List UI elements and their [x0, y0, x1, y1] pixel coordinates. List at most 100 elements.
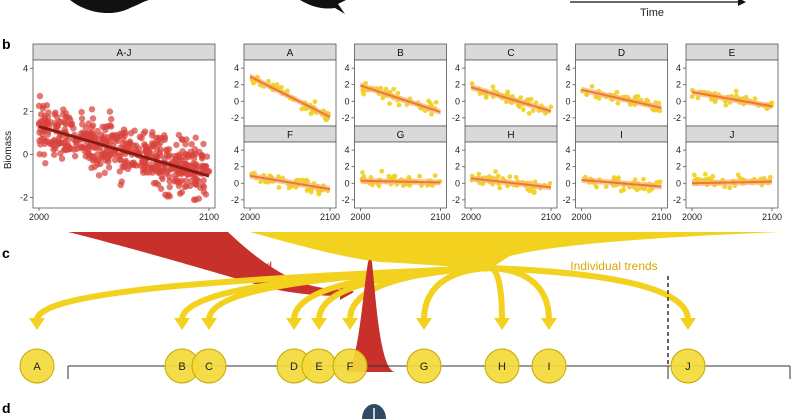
- data-point: [85, 143, 92, 150]
- data-point: [105, 164, 113, 171]
- data-point: [192, 134, 199, 141]
- data-point: [120, 126, 128, 133]
- individual-flow-band: [250, 232, 780, 270]
- trend-line: [691, 91, 773, 108]
- data-point: [60, 106, 67, 113]
- data-point: [516, 104, 522, 110]
- data-point: [507, 174, 513, 180]
- flow-arrow-J: [489, 265, 691, 321]
- node-circle: [406, 348, 442, 384]
- data-point: [94, 161, 101, 168]
- data-point: [176, 190, 184, 197]
- x-tick-label: 2000: [571, 212, 591, 222]
- trend-line: [470, 177, 552, 189]
- y-tick-label: 4: [676, 145, 681, 155]
- data-point: [497, 185, 503, 191]
- data-point: [203, 153, 211, 160]
- data-point: [395, 90, 401, 96]
- data-point: [42, 160, 49, 167]
- facet-title: I: [620, 130, 623, 141]
- data-point: [735, 172, 741, 178]
- data-point: [192, 177, 199, 184]
- data-point: [513, 174, 519, 180]
- data-point: [117, 156, 124, 164]
- y-tick-label: 0: [455, 178, 460, 188]
- time-arrow-head: [738, 0, 746, 6]
- data-point: [589, 83, 595, 89]
- data-point: [49, 138, 56, 145]
- flow-arrowhead-A: [29, 318, 45, 330]
- y-tick-label: 4: [455, 145, 460, 155]
- trend-node-I: I: [531, 348, 567, 384]
- x-tick-label: 2100: [762, 212, 782, 222]
- data-point: [168, 165, 175, 173]
- y-tick-label: -2: [452, 195, 460, 205]
- globe-shape: [70, 0, 150, 14]
- y-tick-label: 4: [344, 145, 349, 155]
- data-point: [77, 144, 84, 152]
- data-point: [518, 95, 524, 101]
- data-point: [68, 120, 76, 128]
- facet-title: C: [507, 48, 514, 59]
- y-tick-label: 4: [344, 63, 349, 73]
- data-point: [62, 143, 69, 150]
- node-circle: [332, 348, 368, 384]
- data-point: [199, 182, 207, 189]
- data-point: [308, 111, 314, 117]
- y-tick-label: -2: [231, 113, 239, 123]
- node-label: C: [205, 361, 213, 373]
- pooled-trend-label: Pooled trend: [204, 259, 272, 273]
- data-point: [495, 173, 501, 179]
- data-point: [43, 102, 51, 109]
- data-point: [157, 146, 164, 153]
- trend-line: [691, 180, 773, 185]
- data-point: [50, 151, 58, 158]
- data-point: [188, 140, 195, 148]
- facet-title: F: [287, 130, 293, 141]
- data-point: [132, 142, 140, 149]
- node-label: E: [315, 361, 322, 373]
- data-point: [695, 95, 701, 101]
- x-tick-label: 2000: [29, 212, 49, 222]
- facet-title: G: [397, 130, 405, 141]
- data-point: [710, 174, 716, 179]
- facet-panel-C: C 4 2 0 -2: [452, 43, 558, 127]
- data-point: [767, 174, 773, 180]
- data-point: [526, 111, 532, 116]
- data-point: [396, 102, 402, 108]
- data-point: [158, 173, 165, 180]
- node-label: H: [498, 361, 506, 373]
- x-tick-label: 2100: [430, 212, 450, 222]
- trend-line: [360, 179, 441, 184]
- data-point: [81, 148, 89, 155]
- y-tick-label: 0: [676, 178, 681, 188]
- y-tick-label: 0: [344, 178, 349, 188]
- data-point: [383, 86, 389, 92]
- y-tick-label: -2: [673, 113, 681, 123]
- facet-title: E: [729, 48, 736, 59]
- node-label: A: [33, 361, 41, 373]
- data-point: [142, 148, 149, 155]
- y-tick-label: 0: [234, 178, 239, 188]
- data-point: [279, 85, 284, 90]
- node-label: J: [685, 361, 691, 373]
- data-point: [752, 96, 758, 102]
- data-point: [190, 196, 198, 203]
- y-tick-label: -2: [452, 113, 460, 123]
- data-point: [157, 185, 165, 192]
- data-point: [386, 173, 392, 179]
- flow-arrowhead-I: [541, 318, 557, 330]
- y-tick-label: 2: [455, 162, 460, 172]
- trend-node-H: H: [484, 348, 520, 384]
- y-tick-label: -2: [562, 195, 570, 205]
- data-point: [51, 111, 58, 118]
- y-tick-label: 2: [455, 80, 460, 90]
- data-point: [119, 140, 126, 147]
- data-point: [45, 109, 52, 116]
- data-point: [78, 115, 86, 122]
- data-point: [205, 167, 212, 175]
